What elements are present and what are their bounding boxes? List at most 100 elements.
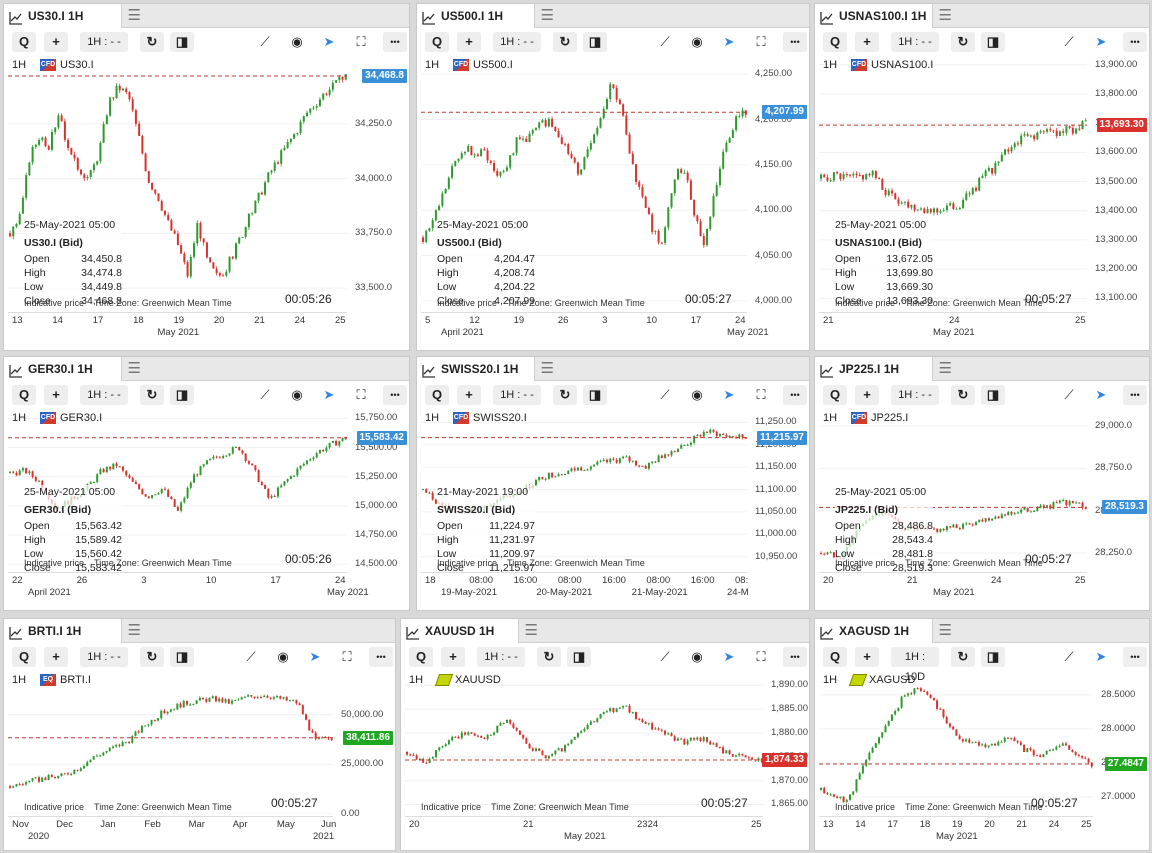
price-plot[interactable] <box>405 671 763 814</box>
refresh-icon[interactable]: ↻ <box>553 32 577 52</box>
refresh-icon[interactable]: ↻ <box>553 385 577 405</box>
eye-icon[interactable]: ◉ <box>685 647 709 667</box>
refresh-icon[interactable]: ↻ <box>951 647 975 667</box>
timeframe-button[interactable]: 1H : - - <box>493 32 541 52</box>
panel-tab[interactable]: JP225.I 1H ☰ <box>815 357 952 381</box>
pointer-icon[interactable]: ➤ <box>303 647 327 667</box>
chart-panel[interactable]: GER30.I 1H ☰ Q +1H : - - ↻ ◨ ••• ⛶ ➤ ◉ ⟋ 15,750.00 1… <box>3 356 410 611</box>
refresh-icon[interactable]: ↻ <box>140 647 164 667</box>
eye-icon[interactable]: ◉ <box>685 385 709 405</box>
panel-tab[interactable]: US500.I 1H ☰ <box>417 4 554 28</box>
more-options-icon[interactable]: ••• <box>783 32 807 52</box>
refresh-icon[interactable]: ↻ <box>951 32 975 52</box>
timeframe-button[interactable]: 1H : - - <box>80 32 128 52</box>
fullscreen-icon[interactable]: ⛶ <box>749 32 773 52</box>
crosshair-icon[interactable]: + <box>855 385 879 405</box>
chart-type-icon[interactable]: ◨ <box>981 385 1005 405</box>
fullscreen-icon[interactable]: ⛶ <box>749 385 773 405</box>
chart-type-icon[interactable]: ◨ <box>583 32 607 52</box>
chart-type-icon[interactable]: ◨ <box>170 647 194 667</box>
eye-icon[interactable]: ◉ <box>285 385 309 405</box>
crosshair-icon[interactable]: + <box>44 385 68 405</box>
crosshair-icon[interactable]: + <box>44 32 68 52</box>
draw-line-icon[interactable]: ⟋ <box>253 385 277 405</box>
hamburger-menu-icon[interactable]: ☰ <box>540 7 554 24</box>
hamburger-menu-icon[interactable]: ☰ <box>938 622 952 639</box>
fullscreen-icon[interactable]: ⛶ <box>349 32 373 52</box>
search-icon[interactable]: Q <box>425 32 449 52</box>
pointer-icon[interactable]: ➤ <box>717 32 741 52</box>
more-options-icon[interactable]: ••• <box>369 647 393 667</box>
draw-line-icon[interactable]: ⟋ <box>253 32 277 52</box>
search-icon[interactable]: Q <box>425 385 449 405</box>
panel-tab[interactable]: GER30.I 1H ☰ <box>4 357 141 381</box>
draw-line-icon[interactable]: ⟋ <box>1057 32 1081 52</box>
draw-line-icon[interactable]: ⟋ <box>239 647 263 667</box>
hamburger-menu-icon[interactable]: ☰ <box>127 7 141 24</box>
draw-line-icon[interactable]: ⟋ <box>653 385 677 405</box>
more-options-icon[interactable]: ••• <box>1123 32 1147 52</box>
hamburger-menu-icon[interactable]: ☰ <box>540 360 554 377</box>
panel-tab[interactable]: USNAS100.I 1H ☰ <box>815 4 952 28</box>
crosshair-icon[interactable]: + <box>855 32 879 52</box>
panel-tab[interactable]: XAGUSD 1H ☰ <box>815 619 952 643</box>
chart-panel[interactable]: SWISS20.I 1H ☰ Q +1H : - - ↻ ◨ ••• ⛶ ➤ ◉ ⟋ 11,250.0… <box>416 356 810 611</box>
panel-tab[interactable]: US30.I 1H ☰ <box>4 4 141 28</box>
hamburger-menu-icon[interactable]: ☰ <box>127 622 141 639</box>
panel-tab[interactable]: BRTI.I 1H ☰ <box>4 619 141 643</box>
timeframe-button[interactable]: 1H : 10D <box>891 647 939 683</box>
refresh-icon[interactable]: ↻ <box>140 385 164 405</box>
timeframe-button[interactable]: 1H : - - <box>891 32 939 52</box>
eye-icon[interactable]: ◉ <box>285 32 309 52</box>
draw-line-icon[interactable]: ⟋ <box>1057 385 1081 405</box>
fullscreen-icon[interactable]: ⛶ <box>749 647 773 667</box>
timeframe-button[interactable]: 1H : - - <box>493 385 541 405</box>
more-options-icon[interactable]: ••• <box>783 647 807 667</box>
chart-panel[interactable]: USNAS100.I 1H ☰ Q +1H : - - ↻ ◨ ••• ➤ ⟋ 13,900.00… <box>814 3 1150 351</box>
chart-type-icon[interactable]: ◨ <box>981 647 1005 667</box>
price-plot[interactable] <box>819 671 1093 814</box>
hamburger-menu-icon[interactable]: ☰ <box>938 360 952 377</box>
search-icon[interactable]: Q <box>12 647 36 667</box>
chart-panel[interactable]: BRTI.I 1H ☰ Q +1H : - - ↻ ◨ ••• ⛶ ➤ ◉ ⟋ 50,000.00 25… <box>3 618 396 851</box>
more-options-icon[interactable]: ••• <box>783 385 807 405</box>
timeframe-button[interactable]: 1H : - - <box>477 647 525 667</box>
refresh-icon[interactable]: ↻ <box>951 385 975 405</box>
timeframe-button[interactable]: 1H : - - <box>80 385 128 405</box>
eye-icon[interactable]: ◉ <box>271 647 295 667</box>
pointer-icon[interactable]: ➤ <box>1089 32 1113 52</box>
fullscreen-icon[interactable]: ⛶ <box>335 647 359 667</box>
refresh-icon[interactable]: ↻ <box>140 32 164 52</box>
crosshair-icon[interactable]: + <box>457 385 481 405</box>
more-options-icon[interactable]: ••• <box>383 385 407 405</box>
chart-type-icon[interactable]: ◨ <box>583 385 607 405</box>
chart-panel[interactable]: JP225.I 1H ☰ Q +1H : - - ↻ ◨ ••• ➤ ⟋ 29,000.0 28,7… <box>814 356 1150 611</box>
more-options-icon[interactable]: ••• <box>383 32 407 52</box>
price-plot[interactable] <box>8 671 333 814</box>
crosshair-icon[interactable]: + <box>44 647 68 667</box>
search-icon[interactable]: Q <box>823 385 847 405</box>
chart-panel[interactable]: XAGUSD 1H ☰ Q +1H : 10D ↻ ◨ ••• ➤ ⟋ 28.5000 28.000… <box>814 618 1150 851</box>
crosshair-icon[interactable]: + <box>457 32 481 52</box>
fullscreen-icon[interactable]: ⛶ <box>349 385 373 405</box>
search-icon[interactable]: Q <box>823 647 847 667</box>
draw-line-icon[interactable]: ⟋ <box>653 32 677 52</box>
hamburger-menu-icon[interactable]: ☰ <box>127 360 141 377</box>
pointer-icon[interactable]: ➤ <box>317 32 341 52</box>
pointer-icon[interactable]: ➤ <box>1089 647 1113 667</box>
panel-tab[interactable]: XAUUSD 1H ☰ <box>401 619 538 643</box>
more-options-icon[interactable]: ••• <box>1123 385 1147 405</box>
panel-tab[interactable]: SWISS20.I 1H ☰ <box>417 357 554 381</box>
refresh-icon[interactable]: ↻ <box>537 647 561 667</box>
pointer-icon[interactable]: ➤ <box>317 385 341 405</box>
search-icon[interactable]: Q <box>12 32 36 52</box>
pointer-icon[interactable]: ➤ <box>1089 385 1113 405</box>
chart-type-icon[interactable]: ◨ <box>170 32 194 52</box>
hamburger-menu-icon[interactable]: ☰ <box>938 7 952 24</box>
chart-type-icon[interactable]: ◨ <box>170 385 194 405</box>
chart-panel[interactable]: US500.I 1H ☰ Q +1H : - - ↻ ◨ ••• ⛶ ➤ ◉ ⟋ 4,250.00 4,… <box>416 3 810 351</box>
chart-type-icon[interactable]: ◨ <box>567 647 591 667</box>
pointer-icon[interactable]: ➤ <box>717 647 741 667</box>
timeframe-button[interactable]: 1H : - - <box>891 385 939 405</box>
more-options-icon[interactable]: ••• <box>1123 647 1147 667</box>
